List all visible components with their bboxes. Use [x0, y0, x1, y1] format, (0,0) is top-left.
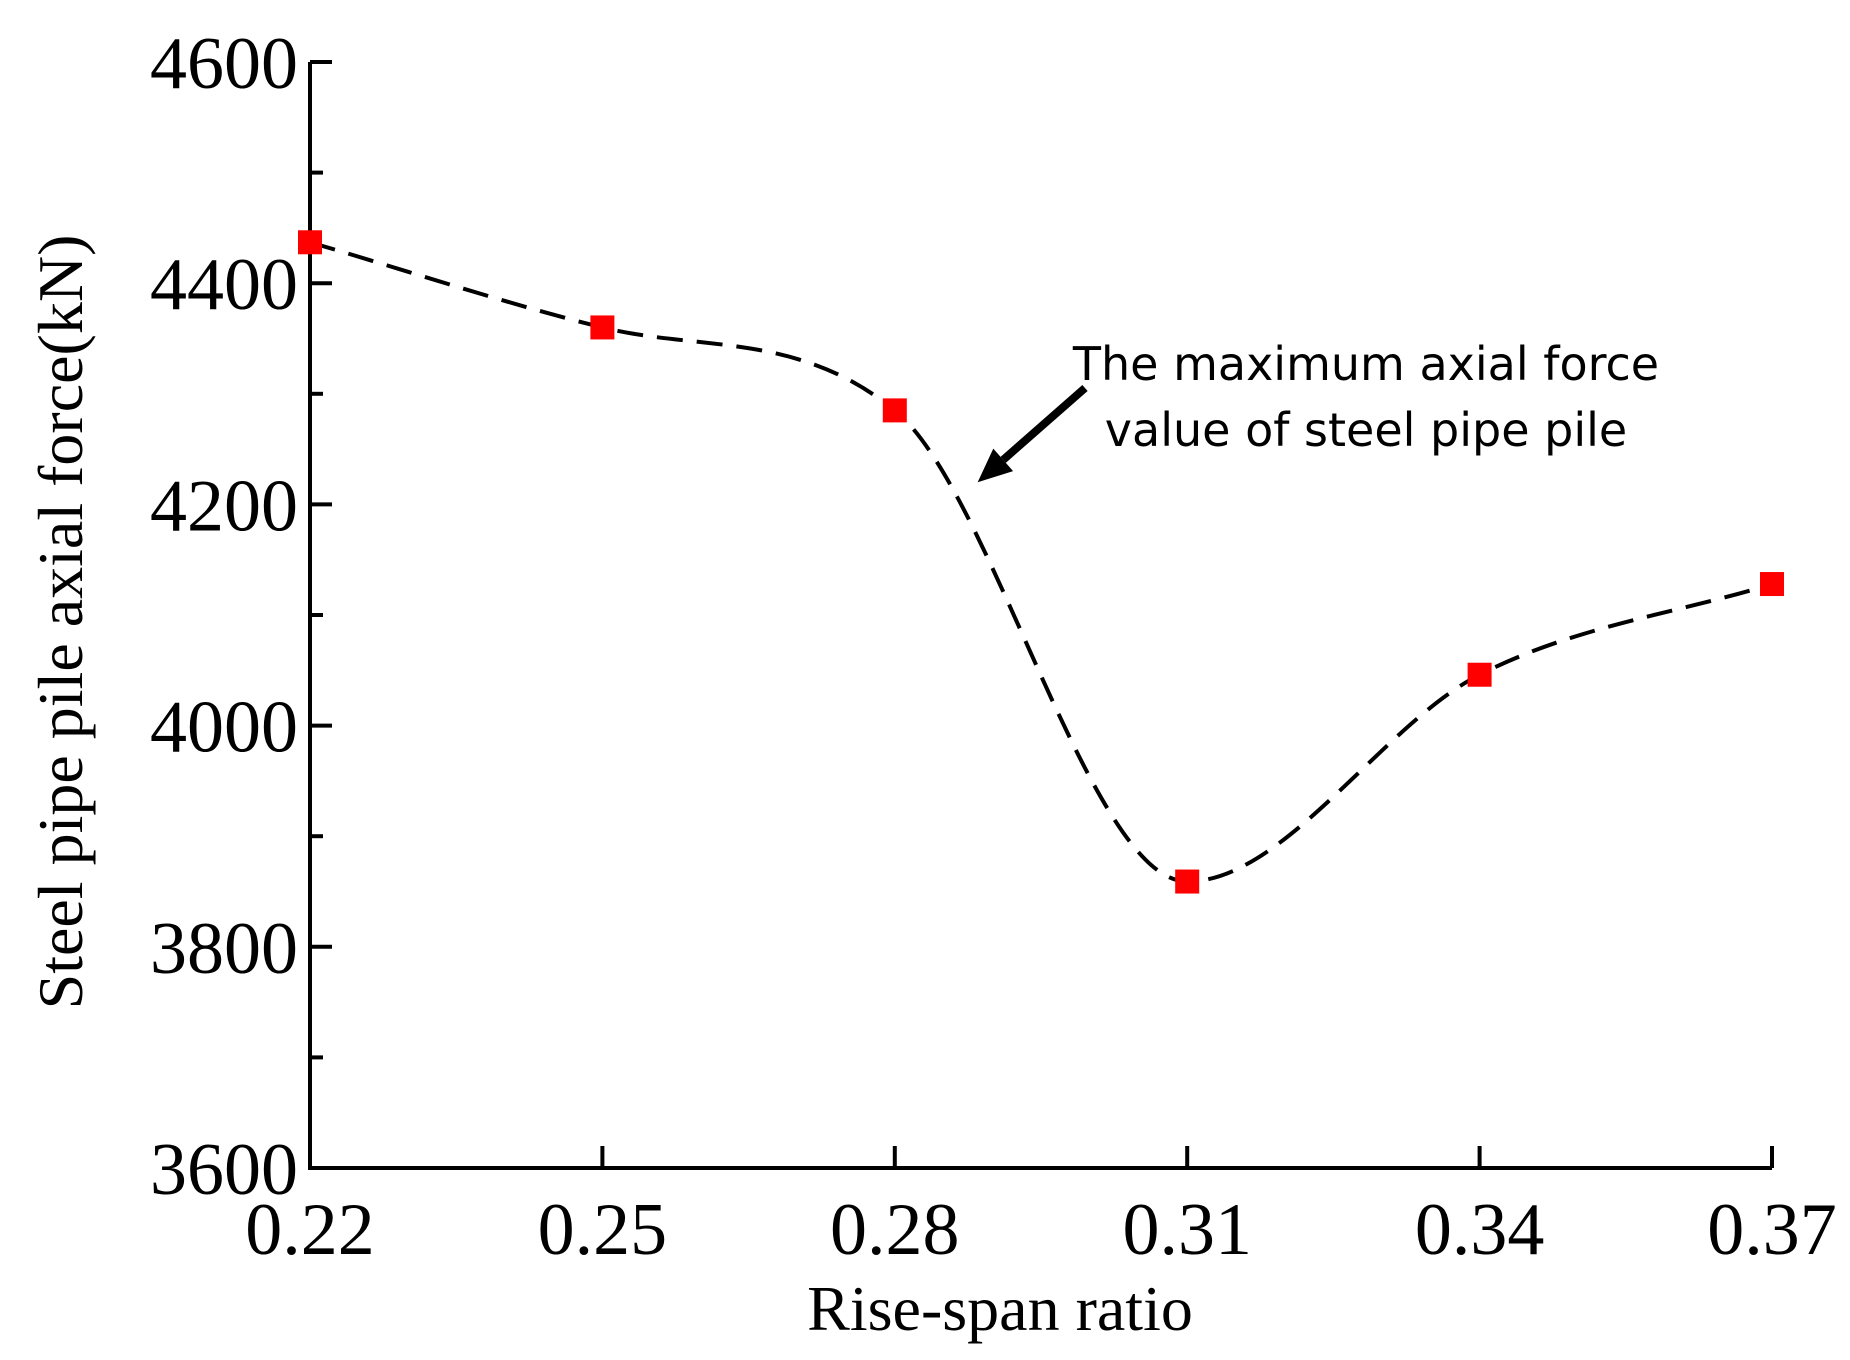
- y-tick-label: 4000: [150, 687, 298, 769]
- annotation: The maximum axial force value of steel pi…: [977, 337, 1659, 483]
- y-tick-label: 4400: [150, 244, 298, 326]
- y-tick-label: 4600: [150, 23, 298, 105]
- y-axis-ticks: 3600 3800 4000 4200 4400 4600: [150, 23, 332, 1211]
- data-point: [1175, 869, 1200, 894]
- x-tick-label: 0.25: [538, 1189, 668, 1271]
- y-axis-title: Steel pipe pile axial force(kN): [25, 235, 96, 1010]
- y-tick-label: 3800: [150, 908, 298, 990]
- x-tick-label: 0.34: [1415, 1189, 1545, 1271]
- x-tick-label: 0.37: [1707, 1189, 1837, 1271]
- series-markers: [298, 230, 1784, 894]
- y-tick-label: 3600: [150, 1129, 298, 1211]
- x-tick-label: 0.31: [1122, 1189, 1252, 1271]
- x-axis-ticks: 0.22 0.25 0.28 0.31 0.34 0.37: [245, 1146, 1837, 1271]
- annotation-text-line2: value of steel pipe pile: [1105, 403, 1627, 457]
- x-tick-label: 0.28: [830, 1189, 960, 1271]
- data-point: [1760, 572, 1784, 597]
- data-point: [298, 230, 322, 255]
- y-tick-label: 4200: [150, 465, 298, 547]
- data-point: [1467, 662, 1492, 687]
- annotation-arrow: [1000, 384, 1088, 463]
- annotation-arrow-head: [977, 448, 1014, 483]
- x-tick-label: 0.22: [245, 1189, 375, 1271]
- axes: [308, 62, 1772, 1170]
- data-point: [882, 398, 907, 423]
- x-axis-title: Rise-span ratio: [807, 1273, 1193, 1344]
- annotation-text-line1: The maximum axial force: [1072, 337, 1659, 391]
- data-point: [590, 315, 615, 340]
